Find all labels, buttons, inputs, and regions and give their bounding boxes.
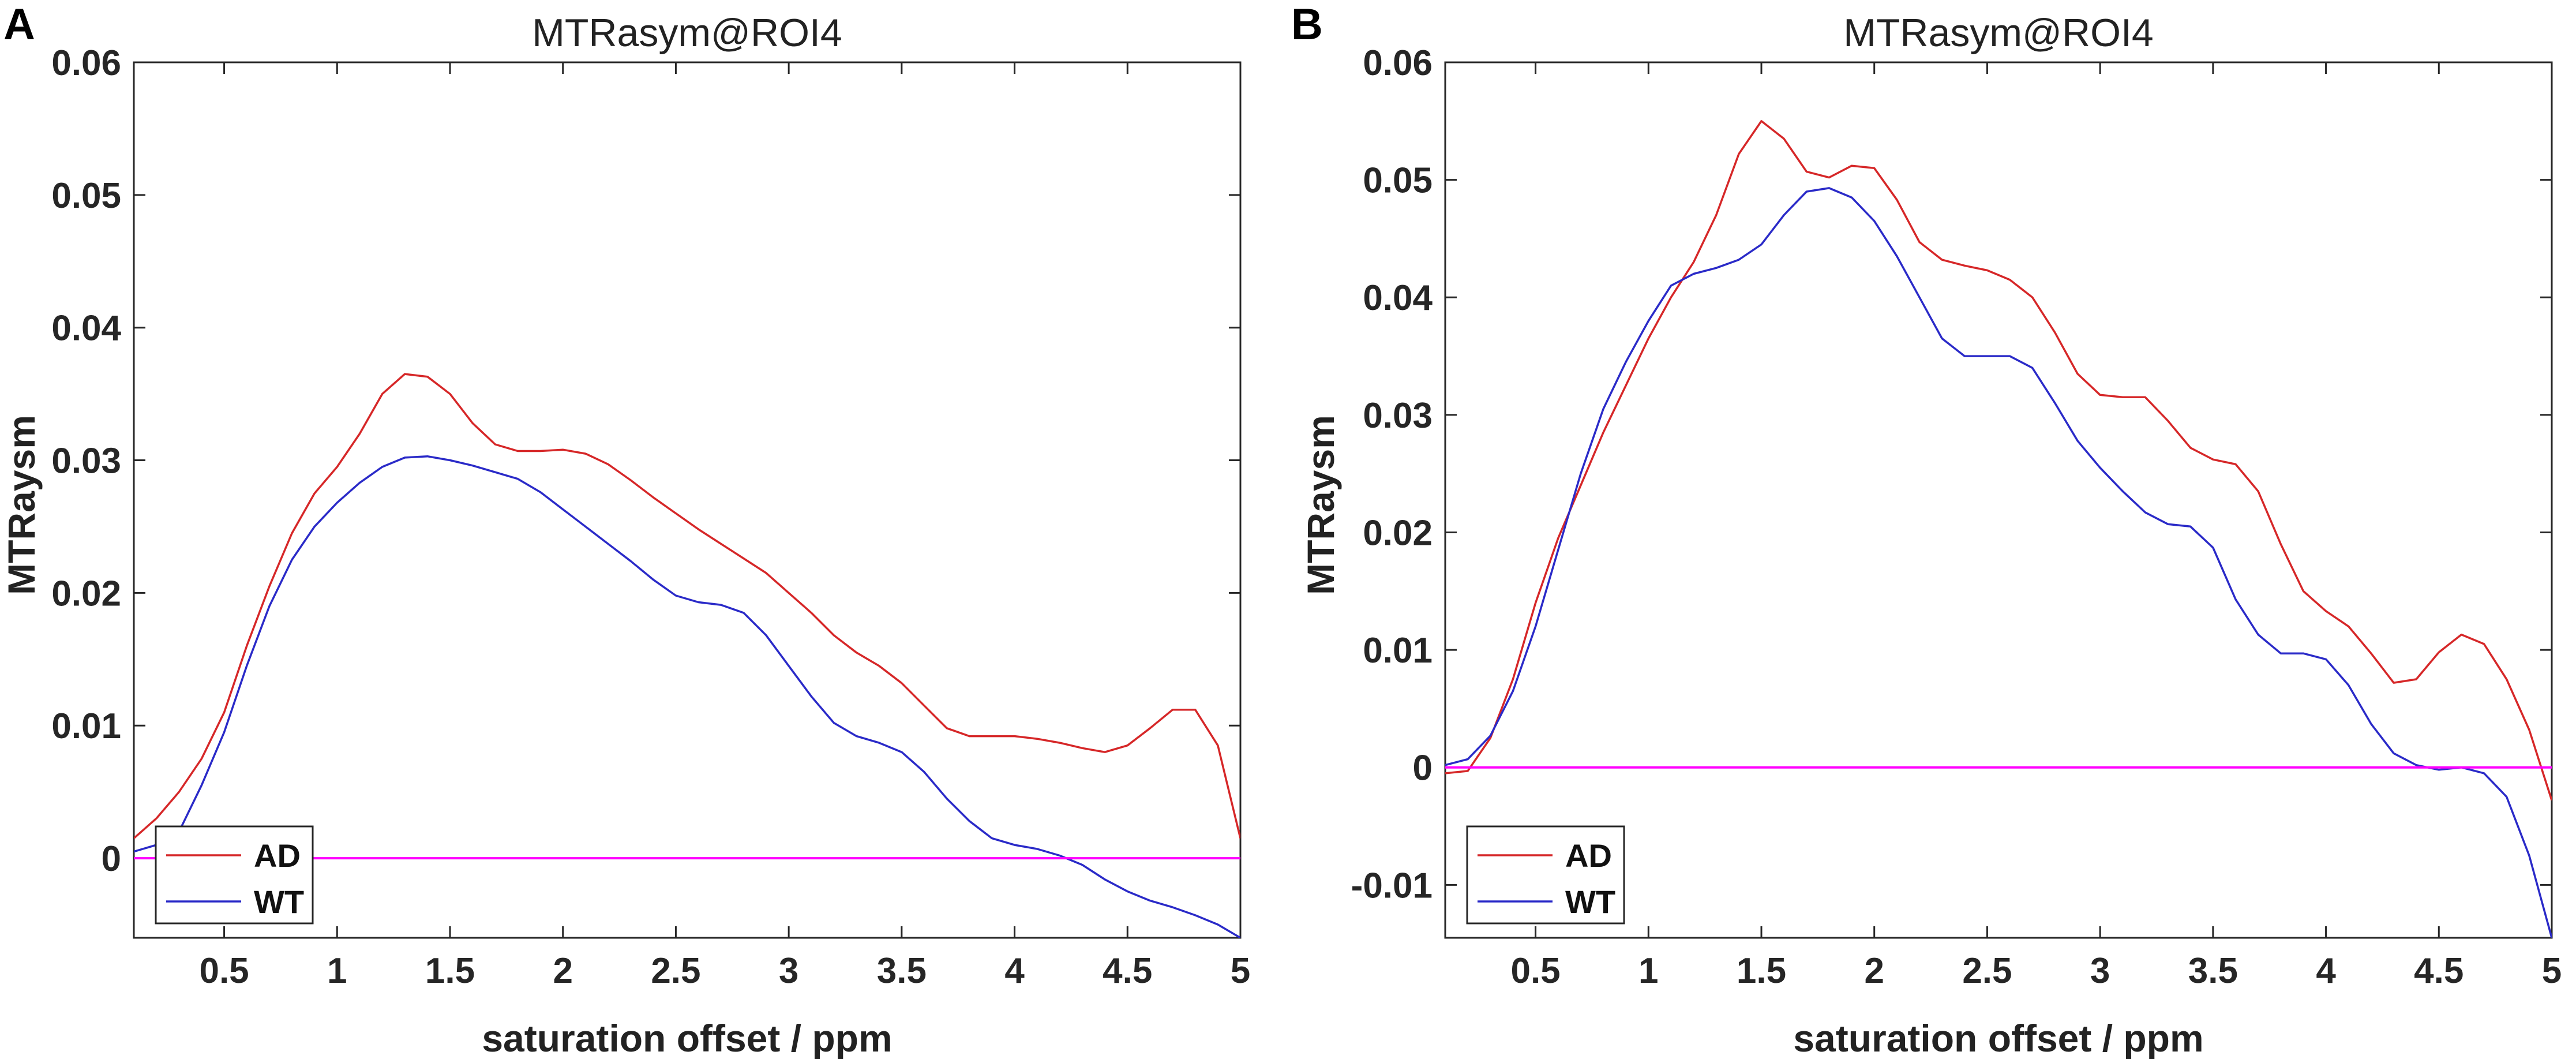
legend-label-ad-a: AD (254, 837, 301, 874)
x-tick-label-a: 4.5 (1103, 951, 1152, 991)
legend-a: AD WT (155, 825, 314, 925)
series-line-ad-b (1445, 120, 2552, 801)
y-tick-label-b: 0.06 (1363, 43, 1433, 83)
x-tick-label-a: 0.5 (199, 951, 249, 991)
chart-panel-b: B MTRasym@ROI4 saturation offset / ppm M… (1291, 0, 2562, 1059)
x-tick-label-b: 2.5 (1962, 951, 2012, 991)
y-tick-label-b: 0.05 (1363, 161, 1433, 201)
y-tick-label-b: 0 (1413, 749, 1433, 788)
x-tick-label-b: 4.5 (2414, 951, 2463, 991)
y-tick-label-b: 0.02 (1363, 513, 1433, 553)
x-tick-label-a: 3.5 (877, 951, 927, 991)
x-tick-label-b: 2 (1864, 951, 1884, 991)
x-tick-label-b: 3 (2090, 951, 2110, 991)
x-axis-label-a: saturation offset / ppm (482, 1017, 892, 1059)
y-tick-label-a: 0.03 (51, 441, 121, 481)
x-tick-label-a: 1.5 (425, 951, 475, 991)
series-line-ad-a (134, 373, 1240, 839)
legend-box-b (1466, 825, 1625, 925)
x-tick-label-b: 1 (1638, 951, 1658, 991)
panel-label-a: A (3, 0, 35, 49)
y-tick-label-a: 0.04 (51, 309, 121, 349)
panel-label-b: B (1291, 0, 1323, 49)
x-tick-label-a: 2 (553, 951, 572, 991)
legend-b: AD WT (1466, 825, 1625, 925)
legend-label-ad-b: AD (1565, 837, 1612, 874)
x-tick-label-b: 5 (2542, 951, 2562, 991)
y-tick-label-a: 0.06 (51, 43, 121, 83)
series-line-wt-b (1445, 187, 2552, 938)
y-tick-label-a: 0.05 (51, 176, 121, 216)
x-tick-label-b: 3.5 (2188, 951, 2238, 991)
plot-area-a: 0.5 1 1.5 2 2.5 3 3.5 4 4.5 5 0 0.01 0.02 0.03 0.04 0.0… (51, 43, 1250, 991)
x-axis-label-b: saturation offset / ppm (1793, 1017, 2203, 1059)
x-tick-label-a: 1 (327, 951, 347, 991)
x-tick-label-a: 4 (1004, 951, 1025, 991)
x-tick-label-a: 3 (779, 951, 798, 991)
y-tick-label-b: 0.01 (1363, 631, 1433, 671)
x-tick-label-b: 0.5 (1510, 951, 1560, 991)
chart-panel-a: A MTRasym@ROI4 saturation offset / ppm M… (0, 0, 1250, 1059)
y-tick-label-b: 0.03 (1363, 396, 1433, 436)
y-tick-label-a: 0.02 (51, 574, 121, 613)
legend-box-a (155, 825, 314, 925)
x-tick-label-a: 2.5 (651, 951, 700, 991)
y-tick-label-b: -0.01 (1351, 866, 1433, 905)
axes-frame-a (133, 61, 1242, 939)
y-tick-label-b: 0.04 (1363, 278, 1433, 318)
x-tick-label-a: 5 (1231, 951, 1250, 991)
x-tick-label-b: 1.5 (1737, 951, 1786, 991)
chart-title-b: MTRasym@ROI4 (1843, 11, 2154, 55)
y-tick-label-a: 0 (102, 839, 121, 879)
legend-label-wt-b: WT (1565, 884, 1615, 920)
x-tick-label-b: 4 (2316, 951, 2336, 991)
series-line-wt-a (134, 455, 1240, 938)
axes-frame-b (1444, 61, 2553, 939)
legend-label-wt-a: WT (254, 884, 304, 920)
y-axis-label-a: MTRaysm (0, 415, 43, 595)
plot-area-b: 0.5 1 1.5 2 2.5 3 3.5 4 4.5 5 -0.01 0 0.01 0.02 0.03 0.… (1351, 43, 2562, 991)
y-axis-label-b: MTRaysm (1299, 415, 1342, 595)
chart-title-a: MTRasym@ROI4 (532, 11, 842, 55)
y-tick-label-a: 0.01 (51, 706, 121, 746)
